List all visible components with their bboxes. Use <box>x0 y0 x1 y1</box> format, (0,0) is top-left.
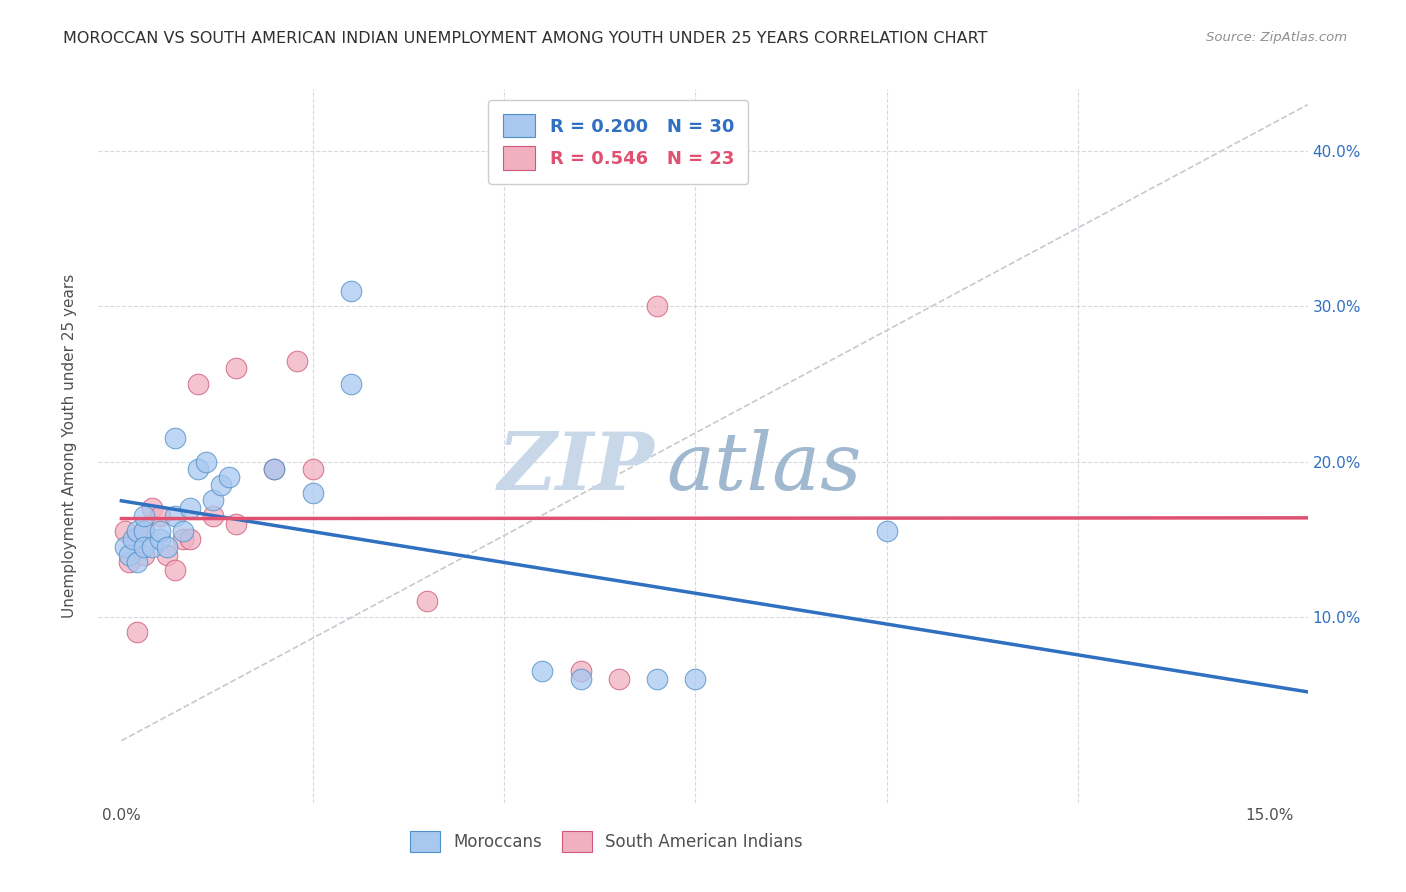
Point <box>202 508 225 523</box>
Point <box>118 555 141 569</box>
Point <box>179 532 201 546</box>
Point <box>645 672 668 686</box>
Point <box>301 485 323 500</box>
Point <box>141 501 163 516</box>
Point <box>149 524 172 539</box>
Text: atlas: atlas <box>666 429 862 506</box>
Point <box>569 672 592 686</box>
Point <box>187 376 209 391</box>
Point <box>134 548 156 562</box>
Point <box>301 462 323 476</box>
Point <box>263 462 285 476</box>
Point <box>121 532 143 546</box>
Point <box>172 524 194 539</box>
Point <box>141 540 163 554</box>
Point <box>416 594 439 608</box>
Text: MOROCCAN VS SOUTH AMERICAN INDIAN UNEMPLOYMENT AMONG YOUTH UNDER 25 YEARS CORREL: MOROCCAN VS SOUTH AMERICAN INDIAN UNEMPL… <box>63 31 988 46</box>
Point <box>645 299 668 313</box>
Point <box>209 477 232 491</box>
Legend: Moroccans, South American Indians: Moroccans, South American Indians <box>404 824 810 859</box>
Point <box>114 524 136 539</box>
Y-axis label: Unemployment Among Youth under 25 years: Unemployment Among Youth under 25 years <box>62 274 77 618</box>
Point <box>156 540 179 554</box>
Point <box>218 470 240 484</box>
Point <box>149 532 172 546</box>
Point <box>118 548 141 562</box>
Point <box>134 508 156 523</box>
Point <box>287 353 309 368</box>
Point <box>340 376 363 391</box>
Point <box>876 524 898 539</box>
Point <box>531 664 554 678</box>
Point <box>125 625 148 640</box>
Point <box>187 462 209 476</box>
Point <box>340 284 363 298</box>
Point <box>179 501 201 516</box>
Point <box>607 672 630 686</box>
Point <box>685 672 707 686</box>
Point <box>114 540 136 554</box>
Text: Source: ZipAtlas.com: Source: ZipAtlas.com <box>1206 31 1347 45</box>
Point <box>156 548 179 562</box>
Point <box>163 508 186 523</box>
Text: ZIP: ZIP <box>498 429 655 506</box>
Point <box>569 664 592 678</box>
Point <box>125 532 148 546</box>
Point <box>125 524 148 539</box>
Point <box>163 431 186 445</box>
Point <box>225 361 247 376</box>
Point <box>225 516 247 531</box>
Point <box>202 493 225 508</box>
Point <box>134 524 156 539</box>
Point <box>172 532 194 546</box>
Point <box>263 462 285 476</box>
Point <box>134 540 156 554</box>
Point <box>163 563 186 577</box>
Point <box>149 508 172 523</box>
Point <box>194 454 217 468</box>
Point <box>134 524 156 539</box>
Point <box>125 555 148 569</box>
